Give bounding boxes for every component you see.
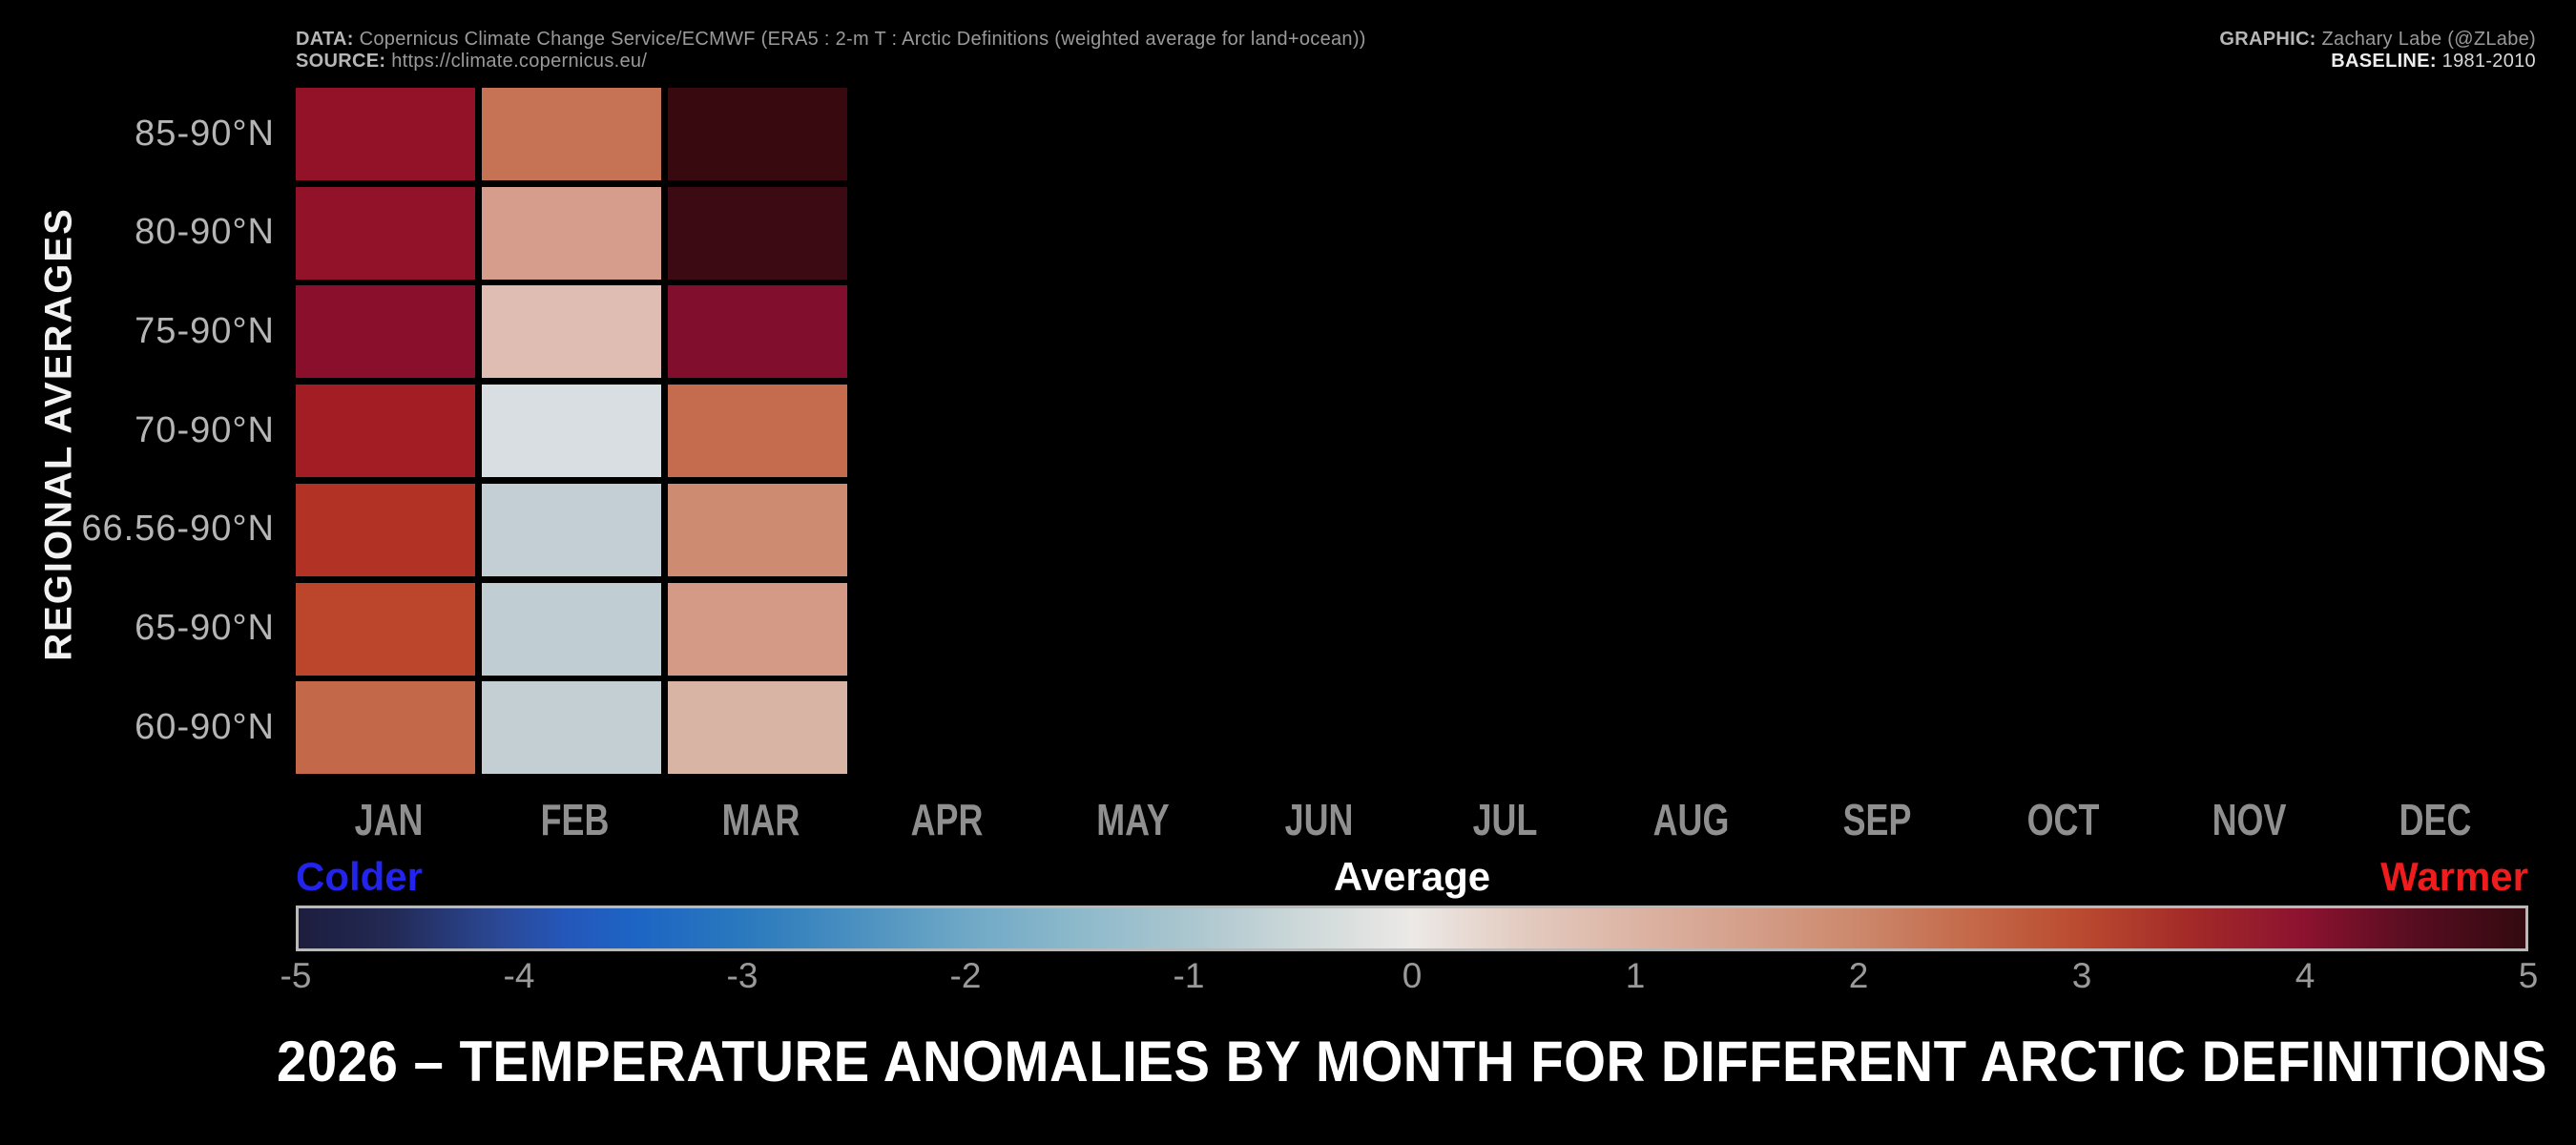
heatmap-cell (482, 385, 661, 478)
month-label: FEB (540, 795, 610, 844)
heatmap-cell (482, 681, 661, 775)
heatmap-grid (296, 88, 2528, 781)
data-source-annotation: DATA: Copernicus Climate Change Service/… (296, 29, 1366, 73)
colorbar-tick: 5 (2518, 956, 2539, 995)
colorbar-tick: -3 (726, 956, 758, 995)
colorbar-average-label: Average (1333, 854, 1491, 899)
y-axis-label: 70-90°N (135, 409, 275, 450)
colorbar-colder-label: Colder (296, 854, 424, 899)
data-text: Copernicus Climate Change Service/ECMWF … (359, 29, 1366, 50)
colorbar-gradient (296, 906, 2528, 951)
heatmap-cell (296, 582, 475, 676)
month-label: NOV (2212, 795, 2287, 844)
y-axis-label: 66.56-90°N (81, 509, 275, 550)
heatmap-cell (296, 186, 475, 280)
y-axis-label: 80-90°N (135, 212, 275, 253)
heatmap-cell (668, 385, 847, 478)
colorbar-tick: -5 (280, 956, 312, 995)
colorbar-tick: 4 (2295, 956, 2316, 995)
y-axis-label: 85-90°N (135, 113, 275, 154)
graphic-text: Zachary Labe (@ZLabe) (2321, 29, 2536, 50)
month-label: OCT (2026, 795, 2100, 844)
heatmap-cell (296, 385, 475, 478)
x-axis-month-labels: JAN FEB MAR APR MAY JUN JUL AUG SEP OCT NOV DEC (296, 794, 2528, 847)
month-label: JUL (1472, 795, 1538, 844)
y-axis-labels: 85-90°N 80-90°N 75-90°N 70-90°N 66.56-90°N 65… (0, 88, 275, 781)
heatmap-cell (296, 88, 475, 180)
month-label: SEP (1842, 795, 1912, 844)
colorbar-tick-labels: -5 -4 -3 -2 -1 0 1 2 3 4 5 (280, 956, 2539, 1002)
heatmap-cell (668, 186, 847, 280)
baseline-line: BASELINE: 1981-2010 (2219, 51, 2536, 73)
colorbar-tick: -4 (503, 956, 535, 995)
month-label: JAN (354, 795, 424, 844)
baseline-label: BASELINE: (2331, 51, 2437, 72)
month-label: AUG (1652, 795, 1730, 844)
heatmap-cell (482, 285, 661, 379)
source-line: SOURCE: https://climate.copernicus.eu/ (296, 51, 1366, 73)
chart-title: 2026 – TEMPERATURE ANOMALIES BY MONTH FO… (277, 1030, 2547, 1093)
month-label: DEC (2399, 795, 2472, 844)
credit-annotation: GRAPHIC: Zachary Labe (@ZLabe) BASELINE:… (2219, 29, 2536, 73)
source-text: https://climate.copernicus.eu/ (391, 51, 648, 72)
month-label: JUN (1284, 795, 1354, 844)
data-label: DATA: (296, 29, 354, 50)
heatmap-cell (668, 285, 847, 379)
graphic-line: GRAPHIC: Zachary Labe (@ZLabe) (2219, 29, 2536, 51)
heatmap-cell (668, 582, 847, 676)
heatmap-cell (296, 483, 475, 576)
heatmap-cell (296, 285, 475, 379)
month-label: MAY (1096, 795, 1170, 844)
colorbar-tick: -2 (949, 956, 982, 995)
heatmap-cell (482, 582, 661, 676)
baseline-text: 1981-2010 (2441, 51, 2536, 72)
y-axis-label: 65-90°N (135, 608, 275, 649)
source-label: SOURCE: (296, 51, 386, 72)
y-axis-label: 60-90°N (135, 706, 275, 747)
colorbar-tick: 0 (1402, 956, 1423, 995)
y-axis-label: 75-90°N (135, 310, 275, 351)
colorbar-tick: 2 (1848, 956, 1869, 995)
heatmap-cell (668, 681, 847, 775)
graphic-label: GRAPHIC: (2219, 29, 2316, 50)
heatmap-cell (482, 483, 661, 576)
heatmap-cell (482, 186, 661, 280)
colorbar-warmer-label: Warmer (2380, 854, 2528, 899)
month-label: APR (910, 795, 984, 844)
colorbar-tick: 3 (2071, 956, 2092, 995)
colorbar-tick: -1 (1173, 956, 1205, 995)
data-line: DATA: Copernicus Climate Change Service/… (296, 29, 1366, 51)
colorbar-captions: Colder Average Warmer (296, 854, 2528, 902)
colorbar-tick: 1 (1625, 956, 1646, 995)
month-label: MAR (721, 795, 800, 844)
heatmap-cell (482, 88, 661, 180)
heatmap-cell (668, 88, 847, 180)
heatmap-cell (668, 483, 847, 576)
heatmap-cell (296, 681, 475, 775)
